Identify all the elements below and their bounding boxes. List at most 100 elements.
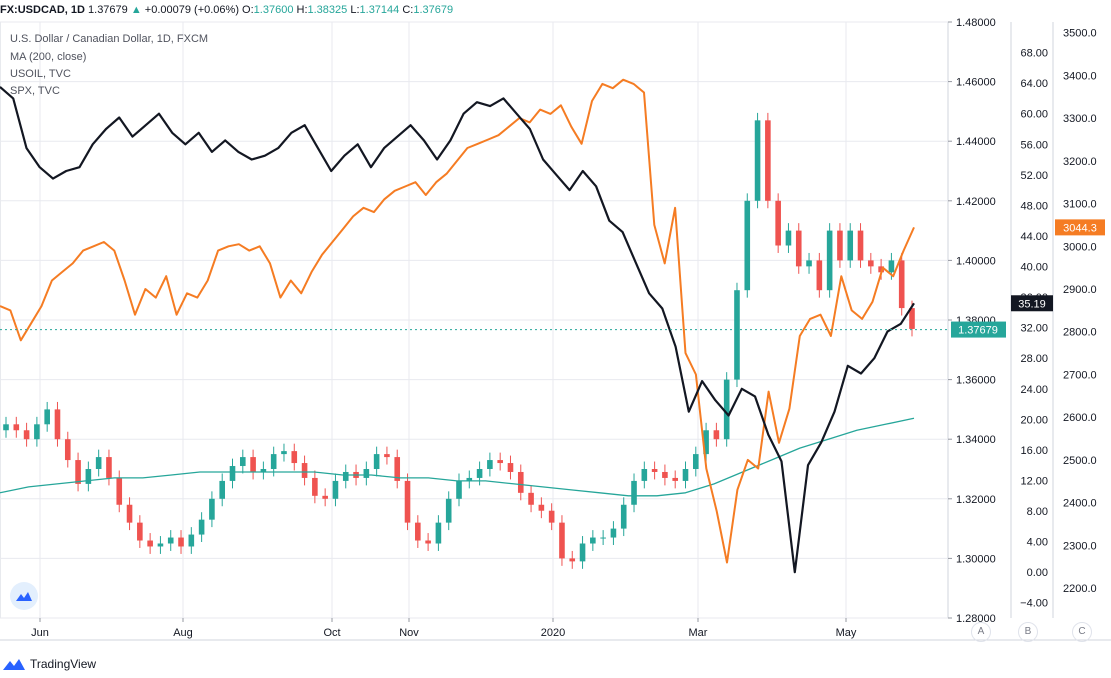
candle-body xyxy=(44,409,50,425)
candle-body xyxy=(178,537,184,547)
candle-body xyxy=(445,498,452,523)
legend-main[interactable]: U.S. Dollar / Canadian Dollar, 1D, FXCM xyxy=(10,33,209,45)
spx-price-tag xyxy=(1055,219,1105,236)
axis-c-label: 3300.0 xyxy=(1063,113,1097,125)
candle-body xyxy=(167,537,174,544)
candle-body xyxy=(239,457,246,467)
scale-button-c[interactable]: C xyxy=(1072,622,1092,642)
axis-c-label: 3000.0 xyxy=(1063,241,1097,253)
axis-a-label: 1.34000 xyxy=(956,434,996,446)
candle-body xyxy=(106,457,112,478)
candle-body xyxy=(332,480,339,499)
candle-body xyxy=(126,504,133,523)
usdcad-price-tag xyxy=(951,321,1006,338)
candle-body xyxy=(435,522,442,544)
candle-body xyxy=(363,469,370,478)
candle-body xyxy=(497,460,503,464)
axis-a-label: 1.42000 xyxy=(956,196,996,208)
candle-body xyxy=(723,379,730,440)
series-usoil-line xyxy=(0,86,915,574)
axis-c-label: 3200.0 xyxy=(1063,156,1097,168)
last-price: 1.37679 xyxy=(88,4,128,16)
scale-button-b[interactable]: B xyxy=(1018,622,1038,642)
usdcad-price-tag-label: 1.37679 xyxy=(958,325,998,337)
axis-c-label: 3500.0 xyxy=(1063,28,1097,40)
open-value: 1.37600 xyxy=(253,4,294,16)
legend-ma[interactable]: MA (200, close) xyxy=(10,51,87,63)
open-label: O: xyxy=(242,4,254,16)
candle-body xyxy=(857,230,864,261)
x-axis-label: Mar xyxy=(689,627,708,639)
footer-brand[interactable]: TradingView xyxy=(2,654,96,674)
candle-body xyxy=(425,540,431,544)
candle-body xyxy=(795,230,802,267)
axis-c-label: 2400.0 xyxy=(1063,498,1097,510)
candle-body xyxy=(116,477,123,505)
candle-body xyxy=(75,460,81,484)
candle-body xyxy=(641,469,648,481)
candle-body xyxy=(878,266,884,273)
axis-c-label: 3400.0 xyxy=(1063,70,1097,82)
x-axis-label: Aug xyxy=(173,627,193,639)
x-axis-label: Oct xyxy=(323,627,340,639)
candle-body xyxy=(384,454,390,458)
x-axis-label: Nov xyxy=(399,627,419,639)
axis-c-label: 2200.0 xyxy=(1063,583,1097,595)
axis-c-label: 2900.0 xyxy=(1063,284,1097,296)
axis-a-label: 1.32000 xyxy=(956,494,996,506)
candle-body xyxy=(13,424,20,431)
candle-body xyxy=(847,230,854,261)
x-axis-label: 2020 xyxy=(541,627,565,639)
legend-usoil[interactable]: USOIL, TVC xyxy=(10,68,71,80)
candle-body xyxy=(548,510,555,523)
candle-body xyxy=(34,424,40,440)
candle-body xyxy=(250,457,256,472)
candle-body xyxy=(3,424,9,431)
candle-body xyxy=(23,430,30,440)
series-ma200-line xyxy=(0,417,915,497)
scale-button-a[interactable]: A xyxy=(971,622,991,642)
spx-price-tag-label: 3044.3 xyxy=(1063,222,1097,234)
usoil-price-tag xyxy=(1011,295,1053,312)
brand-label: TradingView xyxy=(30,657,97,671)
axis-a-label: 1.28000 xyxy=(956,613,996,625)
axis-a-label: 1.40000 xyxy=(956,255,996,267)
axis-c-label: 2700.0 xyxy=(1063,369,1097,381)
axis-a-label: 1.36000 xyxy=(956,375,996,387)
candle-body xyxy=(703,430,709,455)
price-change: +0.00079 (+0.06%) xyxy=(144,4,239,16)
change-arrow: ▲ xyxy=(130,4,142,16)
candle-body xyxy=(559,522,565,559)
x-axis-label: Jun xyxy=(31,627,49,639)
candle-body xyxy=(301,463,308,478)
chart-header: FX:USDCAD, 1D 1.37679 ▲ +0.00079 (+0.06%… xyxy=(0,0,1111,20)
candle-body xyxy=(157,543,164,547)
candle-body xyxy=(662,471,668,478)
legend-spx[interactable]: SPX, TVC xyxy=(10,85,60,97)
axis-a-label: 1.46000 xyxy=(956,77,996,89)
candle-body xyxy=(373,454,380,469)
candle-body xyxy=(682,469,689,481)
axis-b-label: 0.00 xyxy=(1027,567,1048,579)
high-value: 1.38325 xyxy=(307,4,348,16)
axis-b-label: 44.00 xyxy=(1020,231,1048,243)
candle-body xyxy=(209,498,215,520)
axis-b-label: 20.00 xyxy=(1020,414,1048,426)
tradingview-badge-icon[interactable] xyxy=(10,582,38,610)
tradingview-logo-icon xyxy=(3,659,25,670)
candle-body xyxy=(579,543,586,562)
candle-body xyxy=(415,522,421,541)
axis-b-label: 68.00 xyxy=(1020,48,1048,60)
candle-body xyxy=(837,230,843,261)
series-spx-line xyxy=(0,78,915,564)
axis-b-label: 24.00 xyxy=(1020,384,1048,396)
candle-body xyxy=(909,308,915,329)
candle-body xyxy=(538,504,545,511)
candle-body xyxy=(260,469,267,472)
candle-body xyxy=(692,454,699,469)
candle-body xyxy=(291,451,298,464)
candle-body xyxy=(476,469,483,478)
candle-body xyxy=(95,457,102,469)
candle-body xyxy=(744,200,751,291)
